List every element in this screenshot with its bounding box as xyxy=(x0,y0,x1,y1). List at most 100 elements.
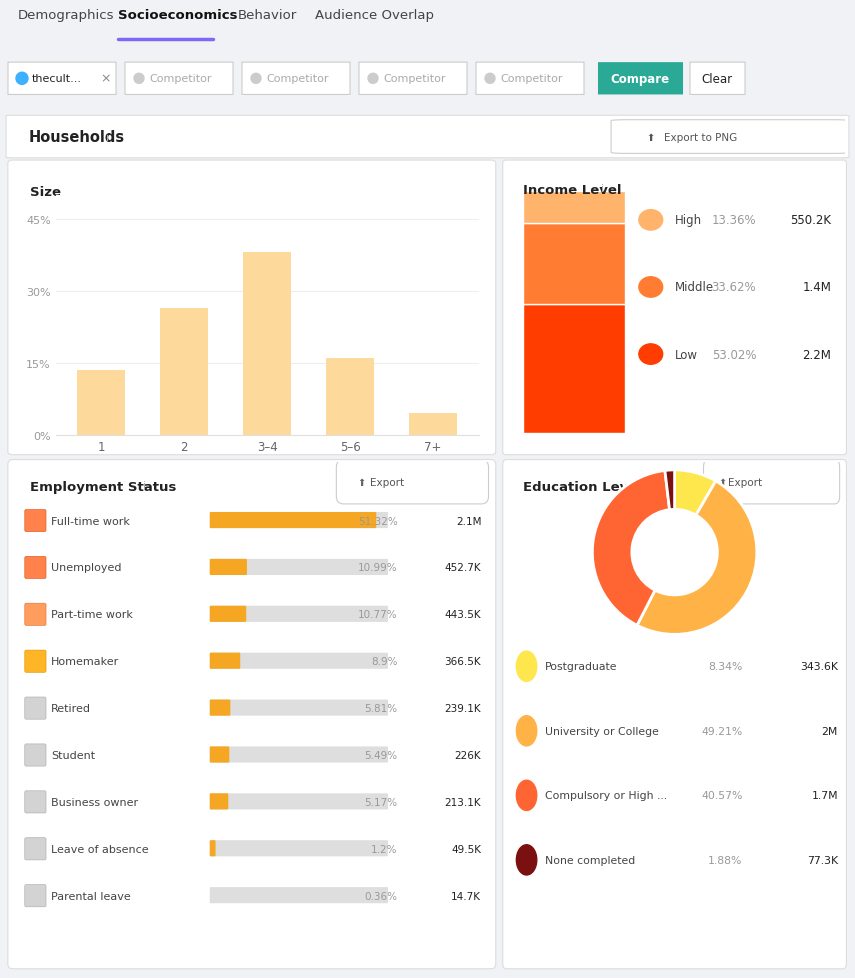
Circle shape xyxy=(639,210,663,231)
Text: Demographics: Demographics xyxy=(18,9,115,22)
Bar xyxy=(243,253,292,435)
FancyBboxPatch shape xyxy=(25,556,46,579)
Text: 452.7K: 452.7K xyxy=(445,563,481,573)
Text: 8.9%: 8.9% xyxy=(371,656,398,667)
Text: Full-time work: Full-time work xyxy=(51,516,130,526)
FancyBboxPatch shape xyxy=(25,510,46,532)
FancyBboxPatch shape xyxy=(704,460,840,505)
Text: 51.32%: 51.32% xyxy=(358,516,398,526)
FancyBboxPatch shape xyxy=(336,460,488,505)
Text: 5.81%: 5.81% xyxy=(364,703,398,713)
Circle shape xyxy=(516,780,537,811)
FancyBboxPatch shape xyxy=(209,559,247,575)
Text: 5.49%: 5.49% xyxy=(364,750,398,760)
FancyBboxPatch shape xyxy=(8,161,496,455)
Text: Socioeconomics: Socioeconomics xyxy=(118,9,238,22)
Text: Competitor: Competitor xyxy=(266,74,328,84)
FancyBboxPatch shape xyxy=(8,63,116,96)
Text: Size: Size xyxy=(30,186,61,199)
Text: Low: Low xyxy=(675,348,698,361)
Text: 49.21%: 49.21% xyxy=(701,726,743,736)
Text: 239.1K: 239.1K xyxy=(445,703,481,713)
Text: Education Level: Education Level xyxy=(523,480,642,493)
Text: High: High xyxy=(675,214,702,227)
FancyBboxPatch shape xyxy=(209,512,376,528)
Wedge shape xyxy=(637,481,757,635)
Text: 13.36%: 13.36% xyxy=(711,214,757,227)
Text: Unemployed: Unemployed xyxy=(51,563,121,573)
FancyBboxPatch shape xyxy=(25,697,46,720)
Text: Homemaker: Homemaker xyxy=(51,656,120,667)
Circle shape xyxy=(251,74,261,84)
Wedge shape xyxy=(665,470,675,511)
FancyBboxPatch shape xyxy=(476,63,584,96)
Text: 5.17%: 5.17% xyxy=(364,797,398,807)
Text: 366.5K: 366.5K xyxy=(445,656,481,667)
FancyBboxPatch shape xyxy=(690,63,745,96)
Text: i: i xyxy=(143,480,146,490)
Text: 550.2K: 550.2K xyxy=(790,214,831,227)
Text: 53.02%: 53.02% xyxy=(711,348,757,361)
FancyBboxPatch shape xyxy=(25,791,46,813)
Text: Clear: Clear xyxy=(701,72,733,86)
Text: 1.88%: 1.88% xyxy=(708,855,743,865)
Text: 213.1K: 213.1K xyxy=(445,797,481,807)
FancyBboxPatch shape xyxy=(359,63,467,96)
Text: Leave of absence: Leave of absence xyxy=(51,844,149,854)
Circle shape xyxy=(368,74,378,84)
FancyBboxPatch shape xyxy=(8,460,496,969)
Wedge shape xyxy=(675,470,716,515)
FancyBboxPatch shape xyxy=(209,700,388,716)
Text: Compare: Compare xyxy=(610,72,669,86)
FancyBboxPatch shape xyxy=(209,887,388,904)
FancyBboxPatch shape xyxy=(209,606,388,622)
Text: 1.4M: 1.4M xyxy=(802,282,831,294)
FancyBboxPatch shape xyxy=(209,512,388,528)
FancyBboxPatch shape xyxy=(209,653,240,669)
FancyBboxPatch shape xyxy=(209,559,388,575)
Bar xyxy=(77,371,126,435)
Text: 443.5K: 443.5K xyxy=(445,609,481,620)
Text: 1.2%: 1.2% xyxy=(371,844,398,854)
FancyBboxPatch shape xyxy=(209,653,388,669)
FancyBboxPatch shape xyxy=(209,793,388,810)
Text: 49.5K: 49.5K xyxy=(451,844,481,854)
Text: ×: × xyxy=(101,72,111,86)
Bar xyxy=(326,359,374,435)
FancyBboxPatch shape xyxy=(25,603,46,626)
Text: 10.99%: 10.99% xyxy=(358,563,398,573)
Text: Export: Export xyxy=(728,477,763,487)
Circle shape xyxy=(516,716,537,746)
Text: Audience Overlap: Audience Overlap xyxy=(315,9,434,22)
Text: Retired: Retired xyxy=(51,703,91,713)
Text: University or College: University or College xyxy=(545,726,659,736)
Circle shape xyxy=(516,651,537,682)
FancyBboxPatch shape xyxy=(25,650,46,673)
FancyBboxPatch shape xyxy=(209,793,228,810)
Bar xyxy=(409,414,457,435)
FancyBboxPatch shape xyxy=(25,744,46,767)
FancyBboxPatch shape xyxy=(6,116,849,158)
Text: Student: Student xyxy=(51,750,96,760)
Text: 2.1M: 2.1M xyxy=(456,516,481,526)
FancyBboxPatch shape xyxy=(209,840,215,857)
FancyBboxPatch shape xyxy=(25,838,46,860)
Text: Employment Status: Employment Status xyxy=(30,480,176,493)
Circle shape xyxy=(16,73,28,85)
Text: Compulsory or High ...: Compulsory or High ... xyxy=(545,790,668,801)
Text: ⬆: ⬆ xyxy=(646,132,654,143)
Text: ⬆: ⬆ xyxy=(718,477,726,487)
Text: i: i xyxy=(106,132,109,143)
FancyBboxPatch shape xyxy=(523,224,625,305)
FancyBboxPatch shape xyxy=(25,885,46,907)
Circle shape xyxy=(485,74,495,84)
Text: Behavior: Behavior xyxy=(238,9,298,22)
Text: 0.36%: 0.36% xyxy=(365,891,398,901)
Circle shape xyxy=(639,344,663,365)
Text: 226K: 226K xyxy=(455,750,481,760)
Text: 14.7K: 14.7K xyxy=(451,891,481,901)
FancyBboxPatch shape xyxy=(209,606,246,622)
Wedge shape xyxy=(593,471,669,626)
Text: 10.77%: 10.77% xyxy=(358,609,398,620)
FancyBboxPatch shape xyxy=(523,305,625,433)
